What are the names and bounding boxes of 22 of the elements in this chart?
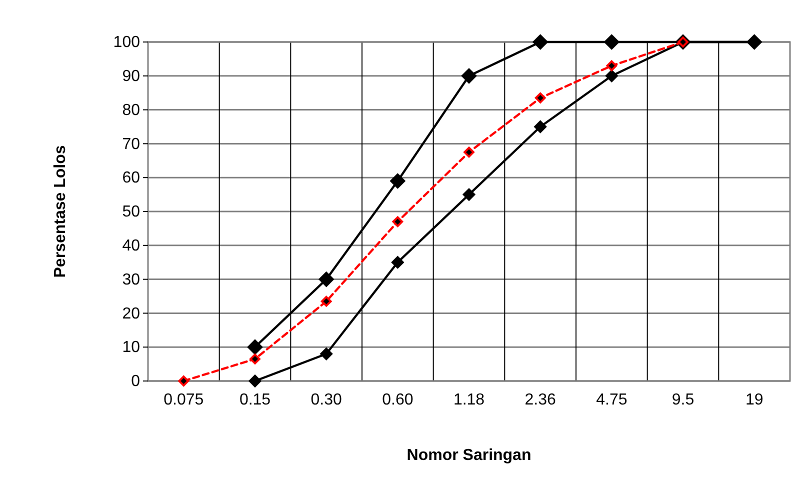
y-tick-label: 100 xyxy=(113,34,140,52)
x-axis-title: Nomor Saringan xyxy=(406,447,532,464)
x-tick-label: 2.36 xyxy=(524,391,556,408)
y-tick-label: 0 xyxy=(131,373,140,390)
y-tick-label: 90 xyxy=(122,68,140,86)
y-axis-title: Persentase Lolos xyxy=(52,145,69,278)
x-tick-label: 0.30 xyxy=(310,391,342,408)
y-tick-label: 70 xyxy=(122,136,140,153)
x-tick-label: 0.60 xyxy=(382,391,414,408)
x-tick-label: 0.075 xyxy=(164,391,204,408)
y-tick-label: 20 xyxy=(122,305,140,322)
y-tick-label: 60 xyxy=(122,170,140,187)
y-tick-label: 30 xyxy=(122,271,140,288)
x-tick-label: 19 xyxy=(745,391,764,408)
x-tick-label: 9.5 xyxy=(672,391,694,408)
y-tick-label: 50 xyxy=(122,204,140,221)
y-tick-label: 40 xyxy=(122,238,140,255)
y-tick-label: 10 xyxy=(122,339,140,356)
x-tick-label: 0.15 xyxy=(239,391,271,408)
x-tick-label: 1.18 xyxy=(453,391,485,408)
y-tick-label: 80 xyxy=(122,102,140,119)
x-tick-label: 4.75 xyxy=(596,391,628,408)
